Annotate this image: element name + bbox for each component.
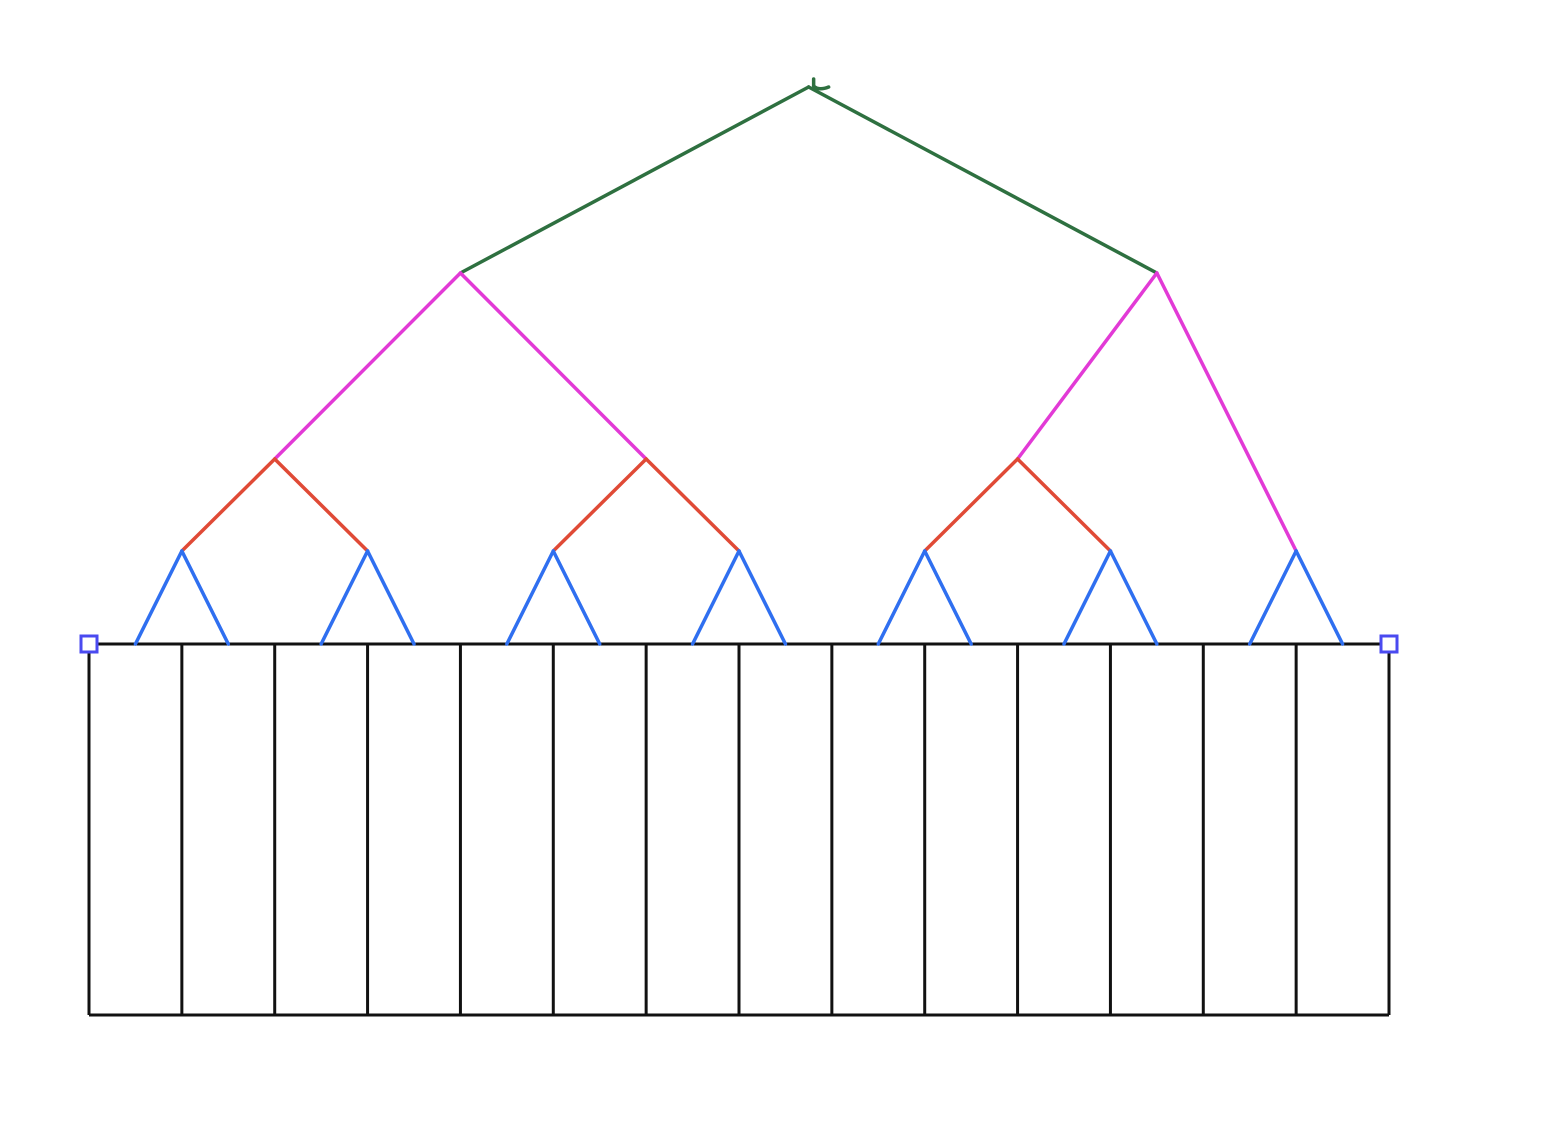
left-left-group-edge [180, 457, 277, 553]
pair-3-edge [551, 549, 602, 646]
pair-3-edge [505, 549, 556, 646]
root-edge [806, 85, 1159, 275]
root-edge [458, 85, 811, 275]
pair-4-edge [737, 549, 788, 646]
left-right-group-edge [551, 457, 648, 553]
pair-6-edge [1108, 549, 1159, 646]
left-left-group-edge [272, 457, 370, 553]
left-endpoint-handle[interactable] [79, 634, 99, 654]
grid-layer [87, 642, 1391, 1017]
pen-cursor-stroke [811, 77, 831, 91]
pair-1-edge [133, 549, 184, 646]
pen-cursor-icon [811, 77, 831, 91]
pair-7-edge [1294, 549, 1345, 646]
pair-5-edge [876, 549, 927, 646]
pair-2-edge [365, 549, 416, 646]
left-branch-edge [458, 271, 648, 461]
right-branch-edge [1015, 271, 1159, 461]
left-branch-edge [272, 271, 463, 461]
right-branch-edge [1155, 271, 1298, 553]
right-left-group-edge [922, 457, 1020, 553]
tree-layer [133, 85, 1345, 646]
handle-layer [79, 634, 1399, 654]
pair-6-edge [1062, 549, 1113, 646]
right-left-group-edge [1015, 457, 1113, 553]
left-right-group-edge [644, 457, 741, 553]
pair-1-edge [180, 549, 231, 646]
pair-4-edge [690, 549, 741, 646]
right-endpoint-handle[interactable] [1379, 634, 1399, 654]
pair-2-edge [319, 549, 370, 646]
pair-5-edge [922, 549, 973, 646]
pair-7-edge [1247, 549, 1298, 646]
